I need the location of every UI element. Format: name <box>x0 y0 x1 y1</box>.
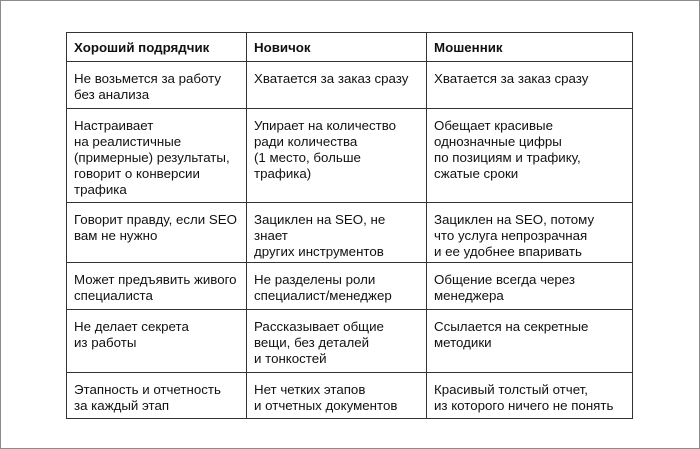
table-row: Говорит правду, если SEO вам не нужно За… <box>66 202 633 263</box>
table-cell: Нет четких этапов и отчетных документов <box>246 372 427 419</box>
table-cell: Упирает на количество ради количества (1… <box>246 108 427 203</box>
table-cell: Настраивает на реалистичные (примерные) … <box>66 108 247 203</box>
table-cell: Говорит правду, если SEO вам не нужно <box>66 202 247 263</box>
header-novice: Новичок <box>246 32 427 62</box>
comparison-table: Хороший подрядчик Новичок Мошенник Не во… <box>66 32 633 419</box>
header-fraud: Мошенник <box>426 32 633 62</box>
header-row: Хороший подрядчик Новичок Мошенник <box>66 32 633 62</box>
table-row: Этапность и отчетность за каждый этап Не… <box>66 372 633 419</box>
table-cell: Рассказывает общие вещи, без деталей и т… <box>246 309 427 373</box>
table-row: Настраивает на реалистичные (примерные) … <box>66 108 633 203</box>
table-cell: Ссылается на секретные методики <box>426 309 633 373</box>
table-cell: Может предъявить живого специалиста <box>66 262 247 310</box>
table-cell: Этапность и отчетность за каждый этап <box>66 372 247 419</box>
table-cell: Хватается за заказ сразу <box>426 61 633 109</box>
header-good-contractor: Хороший подрядчик <box>66 32 247 62</box>
table-cell: Зациклен на SEO, не знает других инструм… <box>246 202 427 263</box>
table-cell: Не разделены роли специалист/менеджер <box>246 262 427 310</box>
table-cell: Не возьмется за работу без анализа <box>66 61 247 109</box>
table-cell: Красивый толстый отчет, из которого ниче… <box>426 372 633 419</box>
table-cell: Хватается за заказ сразу <box>246 61 427 109</box>
table-cell: Зациклен на SEO, потому что услуга непро… <box>426 202 633 263</box>
table-row: Может предъявить живого специалиста Не р… <box>66 262 633 310</box>
table-cell: Общение всегда через менеджера <box>426 262 633 310</box>
table-row: Не возьмется за работу без анализа Хвата… <box>66 61 633 109</box>
table-cell: Обещает красивые однозначные цифры по по… <box>426 108 633 203</box>
table-cell: Не делает секрета из работы <box>66 309 247 373</box>
table-row: Не делает секрета из работы Рассказывает… <box>66 309 633 373</box>
